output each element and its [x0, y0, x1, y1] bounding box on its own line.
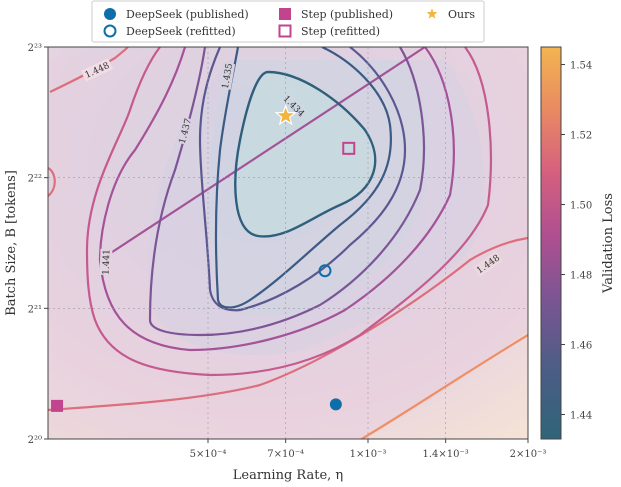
- colorbar-tick-label: 1.54: [570, 61, 592, 72]
- y-axis-label: Batch Size, B [tokens]: [4, 170, 19, 316]
- colorbar-tick-label: 1.48: [570, 271, 592, 282]
- marker-layer: [51, 104, 356, 412]
- legend-label: Ours: [448, 8, 475, 21]
- y-axis-ticks: 2²⁰ 2²¹ 2²² 2²³: [28, 43, 48, 446]
- legend-box: [91, 0, 485, 43]
- point-deepseek-published: [329, 398, 342, 411]
- point-deepseek-refitted: [318, 264, 332, 278]
- colorbar-tick-label: 1.44: [570, 411, 592, 422]
- contour-line-1-434: [234, 70, 377, 238]
- colorbar-tick-label: 1.52: [570, 131, 592, 142]
- x-axis-ticks: 5×10⁻⁴ 7×10⁻⁴ 1×10⁻³ 1.4×10⁻³ 2×10⁻³: [190, 439, 547, 460]
- contour-line-1-448-lower: [48, 236, 528, 412]
- x-tick-label: 1×10⁻³: [350, 449, 387, 460]
- legend-entry-ours: Ours: [423, 4, 475, 22]
- colorbar: [540, 46, 562, 440]
- x-axis-label: Learning Rate, η: [233, 468, 343, 483]
- legend-label: DeepSeek (refitted): [126, 25, 236, 38]
- legend-marker-ours: [423, 4, 441, 22]
- contour-line-1-460: [359, 334, 528, 439]
- legend-label: Step (refitted): [301, 25, 380, 38]
- contour-line-1-444: [85, 47, 492, 377]
- y-tick-label: 2²²: [28, 174, 42, 185]
- contour-label-1-441: 1.441: [102, 249, 113, 275]
- legend-entry-step-published: Step (published): [279, 8, 393, 21]
- legend-marker-step-refitted: [278, 24, 292, 38]
- y-tick-label: 2²⁰: [28, 435, 42, 446]
- x-tick-label: 1.4×10⁻³: [423, 449, 469, 460]
- point-step-published: [51, 399, 64, 412]
- legend-label: DeepSeek (published): [126, 8, 249, 21]
- point-step-refitted: [342, 141, 356, 155]
- legend: DeepSeek (published) DeepSeek (refitted) S…: [91, 0, 485, 43]
- legend-entry-deepseek-refitted: DeepSeek (refitted): [103, 24, 236, 38]
- y-tick-label: 2²¹: [28, 304, 42, 315]
- y-tick-label: 2²³: [28, 43, 42, 54]
- legend-marker-step-published: [279, 8, 291, 20]
- legend-marker-deepseek-published: [104, 8, 116, 20]
- contour-layer: [48, 47, 528, 439]
- contour-line-1-437: [198, 47, 407, 312]
- colorbar-label: Validation Loss: [601, 193, 616, 294]
- x-tick-label: 7×10⁻⁴: [267, 449, 304, 460]
- plot-frame: [47, 46, 529, 440]
- region-fill-core: [235, 72, 376, 237]
- legend-marker-deepseek-refitted: [103, 24, 117, 38]
- x-tick-label: 2×10⁻³: [510, 449, 547, 460]
- contour-line-1-439: [148, 47, 425, 337]
- colorbar-tick-label: 1.50: [570, 201, 592, 212]
- legend-label: Step (published): [301, 8, 393, 21]
- x-tick-label: 5×10⁻⁴: [190, 449, 227, 460]
- legend-entry-deepseek-published: DeepSeek (published): [104, 8, 249, 21]
- legend-entry-step-refitted: Step (refitted): [278, 24, 380, 38]
- colorbar-tick-label: 1.46: [570, 341, 592, 352]
- contour-line-left-bump: [48, 167, 56, 197]
- colorbar-ticks: 1.44 1.46 1.48 1.50 1.52 1.54: [561, 61, 592, 422]
- contour-label-1-435: 1.435: [221, 62, 235, 89]
- contour-line-1-448-upper: [49, 47, 129, 93]
- contour-line-1-441: [98, 47, 455, 352]
- point-ours: [274, 104, 297, 126]
